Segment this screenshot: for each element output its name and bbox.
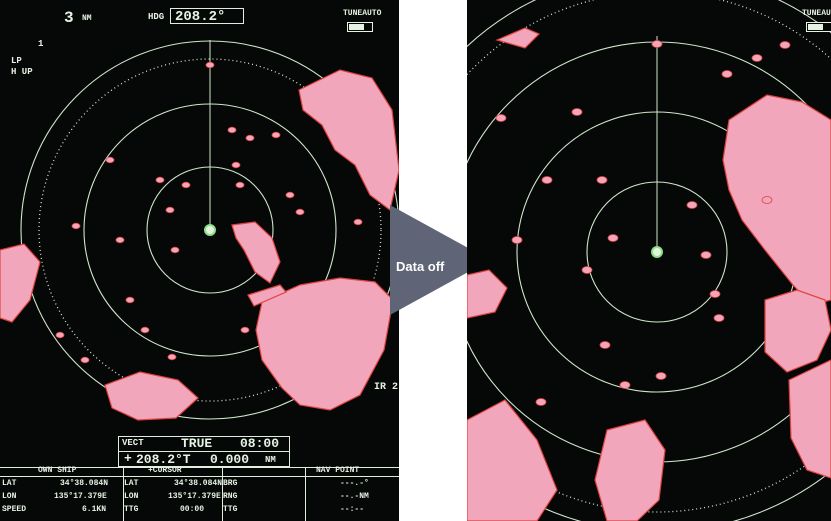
radar-echo-dot (536, 399, 546, 406)
radar-echo (789, 360, 831, 478)
radar-echo-dot (354, 219, 362, 225)
radar-echo-dot (572, 109, 582, 116)
radar-echo (299, 70, 399, 210)
radar-echo (256, 278, 393, 410)
radar-echo-dot (762, 197, 772, 204)
radar-echo-dot (182, 182, 190, 188)
radar-echo-dot (620, 382, 630, 389)
radar-echo-dot (116, 237, 124, 243)
radar-echo-dot (722, 71, 732, 78)
nav-value: --:-- (340, 506, 364, 514)
radar-echo-dot (780, 42, 790, 49)
radar-echo-dot (296, 209, 304, 215)
ir-label[interactable]: IR 2 (374, 383, 398, 393)
tune-label-right[interactable]: TUNEAUTO (802, 10, 831, 18)
pulse-mode-label[interactable]: LP (11, 57, 22, 66)
radar-echo-dot (600, 342, 610, 349)
radar-echo (467, 400, 557, 521)
heading-label: HDG (148, 13, 164, 22)
radar-echo-dot (752, 55, 762, 62)
radar-echo (595, 420, 665, 521)
cursor-row-label: LON (124, 493, 138, 501)
row-label: LON (2, 493, 16, 501)
ring-count-label: 1 (38, 40, 43, 49)
radar-echo-dot (652, 41, 662, 48)
cursor-row-label: LAT (124, 480, 138, 488)
nav-point-header: NAV POINT (316, 467, 359, 475)
heading-value-box: 208.2° (170, 8, 244, 24)
tune-level-bar-right[interactable] (806, 22, 831, 32)
radar-echo-dot (246, 135, 254, 141)
radar-echo-dot (126, 297, 134, 303)
own-ship-header: OWN SHIP (38, 467, 76, 475)
radar-echo (467, 270, 507, 318)
right-radar-scope (467, 0, 831, 521)
table-header-rule (0, 476, 399, 477)
radar-echo-dot (106, 157, 114, 163)
own-ship-value: 135°17.379E (54, 493, 107, 501)
own-ship-value: 6.1KN (82, 506, 106, 514)
cursor-value: 135°17.379E (168, 493, 221, 501)
transition-label: Data off (396, 259, 444, 274)
radar-echo-dot (272, 132, 280, 138)
radar-echo-dot (168, 354, 176, 360)
radar-echo-dot (241, 327, 249, 333)
radar-echo-dot (656, 373, 666, 380)
cursor-row-label: TTG (124, 506, 138, 514)
radar-echo (497, 28, 539, 48)
radar-echo-dot (228, 127, 236, 133)
radar-echo-dot (206, 62, 214, 68)
left-radar-display: 3 NM 1 LP H UP HDG 208.2° TUNEAUTO IR 2 … (0, 0, 399, 521)
own-ship-value: 34°38.084N (60, 480, 108, 488)
radar-echo (0, 244, 40, 322)
nav-value: --.-NM (340, 493, 369, 501)
radar-echo (723, 95, 831, 305)
radar-echo-dot (171, 247, 179, 253)
orientation-mode-label[interactable]: H UP (11, 68, 33, 77)
range-unit: NM (82, 15, 92, 23)
own-ship-marker (652, 247, 662, 257)
radar-echo-dot (542, 177, 552, 184)
nav-value: ---.-° (340, 480, 369, 488)
cursor-value: 00:00 (180, 506, 204, 514)
radar-echo-dot (286, 192, 294, 198)
radar-echo (765, 290, 831, 372)
radar-echo-dot (512, 237, 522, 244)
radar-echo-dot (582, 267, 592, 274)
nav-data-table: OWN SHIP +CURSOR NAV POINT LAT 34°38.084… (0, 433, 399, 521)
own-ship-marker (205, 225, 215, 235)
nav-row-label: BRG (223, 480, 237, 488)
tune-level-bar[interactable] (347, 22, 373, 32)
radar-echo-dot (701, 252, 711, 259)
tune-label[interactable]: TUNEAUTO (343, 10, 381, 18)
radar-echo-dot (156, 177, 164, 183)
cursor-header: +CURSOR (148, 467, 182, 475)
radar-echo-dot (710, 291, 720, 298)
cursor-value: 34°38.084N (174, 480, 222, 488)
right-radar-display: TUNEAUTO (467, 0, 831, 521)
radar-echo-dot (166, 207, 174, 213)
nav-row-label: RNG (223, 493, 237, 501)
radar-echo-dot (597, 177, 607, 184)
radar-echo-dot (72, 223, 80, 229)
radar-echo-dot (232, 162, 240, 168)
row-label: SPEED (2, 506, 26, 514)
nav-row-label: TTG (223, 506, 237, 514)
radar-echo-dot (236, 182, 244, 188)
radar-echo-dot (714, 315, 724, 322)
radar-echo-dot (608, 235, 618, 242)
table-divider-3 (305, 467, 306, 521)
radar-echo-dot (496, 115, 506, 122)
range-value[interactable]: 3 (64, 10, 74, 26)
radar-echo (105, 372, 198, 420)
radar-echo-dot (687, 202, 697, 209)
row-label: LAT (2, 480, 16, 488)
radar-echo-dot (141, 327, 149, 333)
radar-echo-dot (81, 357, 89, 363)
radar-echo-dot (56, 332, 64, 338)
